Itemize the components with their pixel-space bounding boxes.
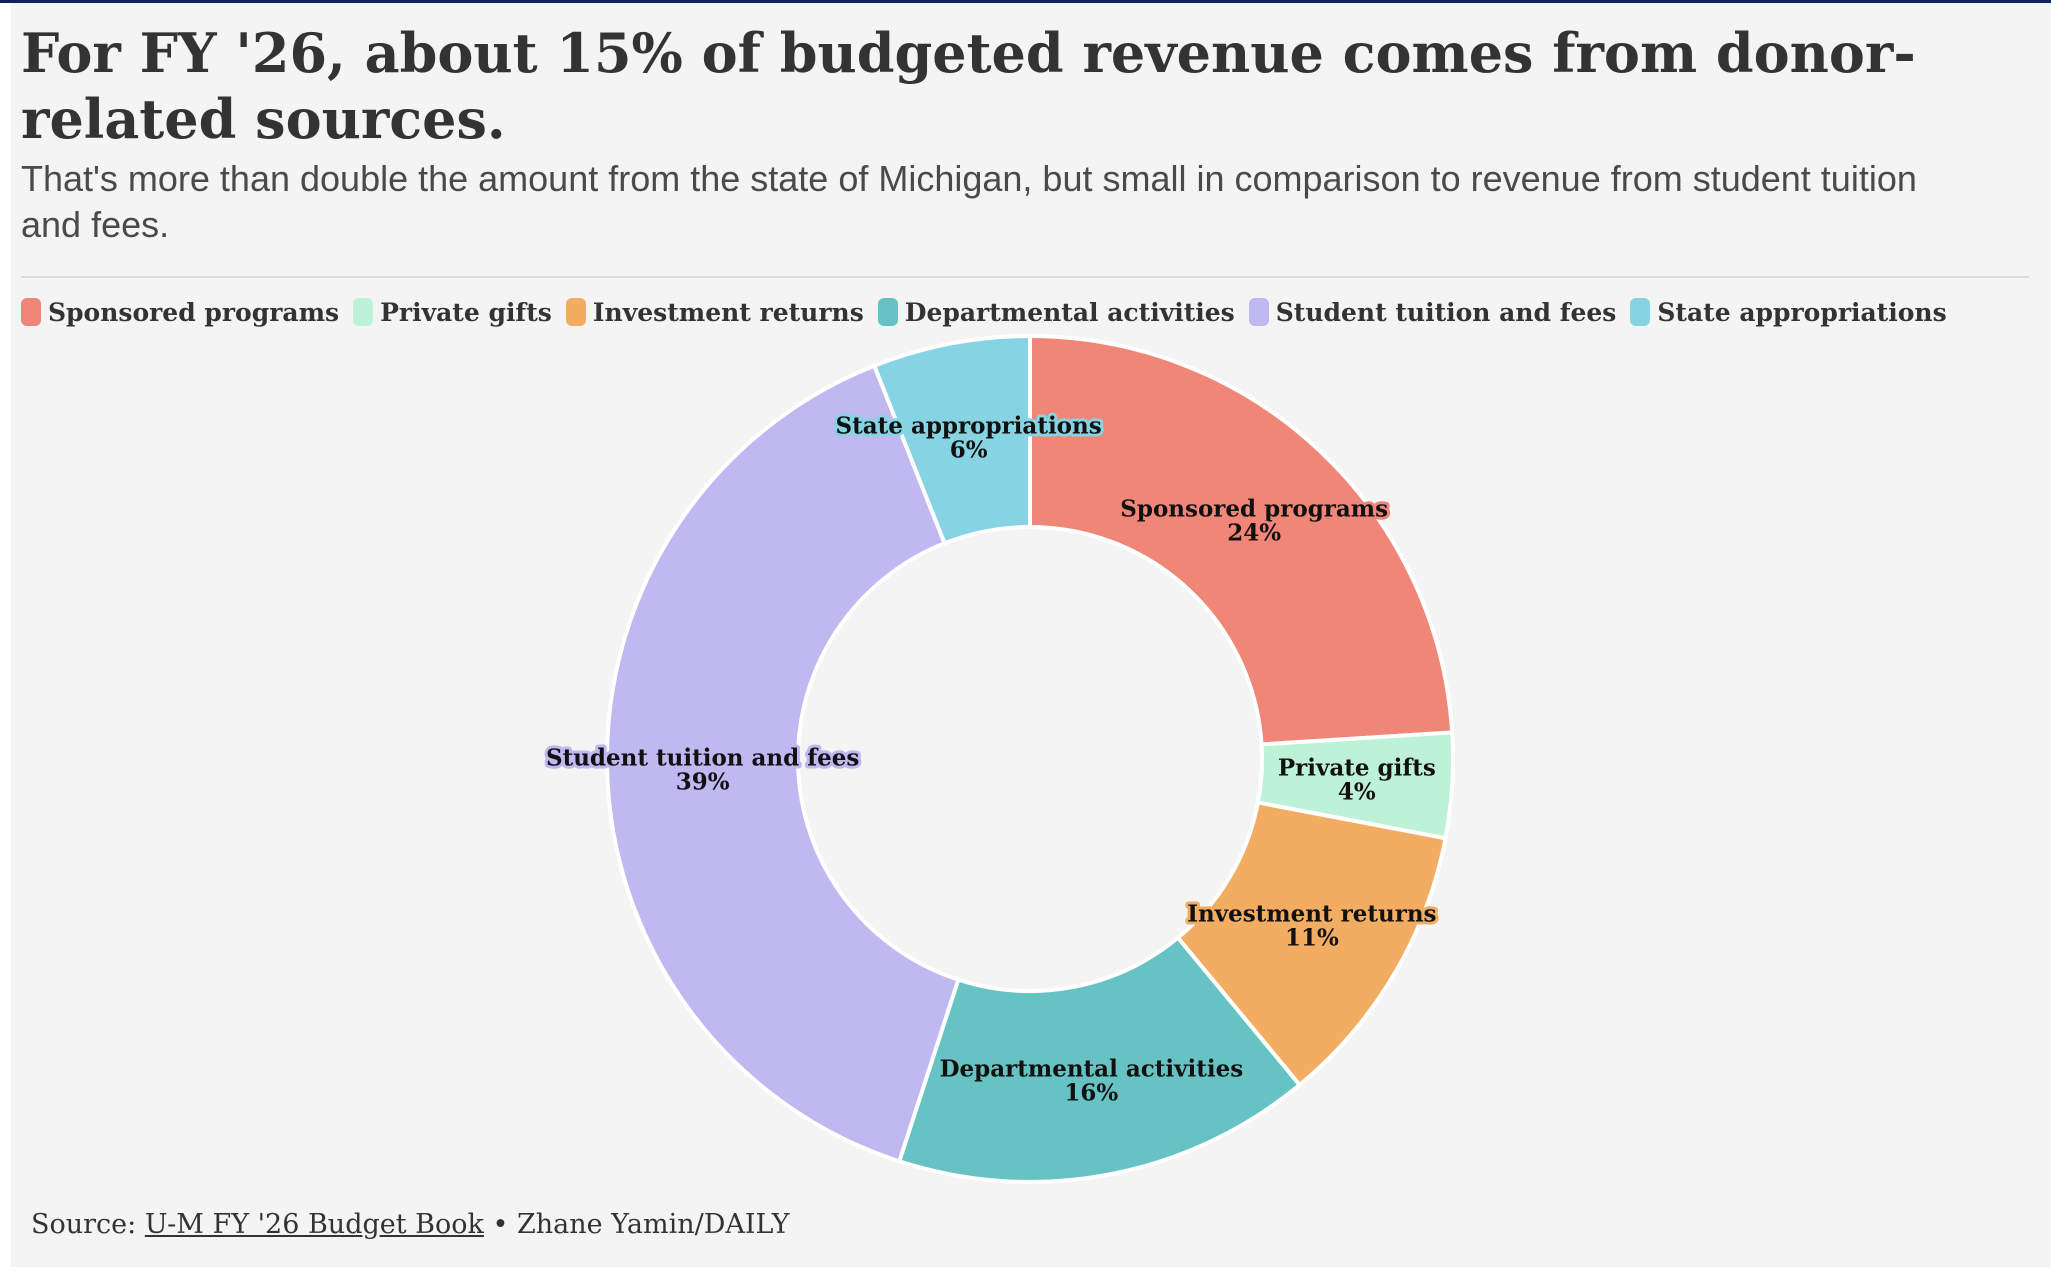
legend-item-investment-returns: Investment returns [565, 297, 864, 327]
slice-label-private-gifts: Private gifts [1278, 755, 1436, 782]
source-link[interactable]: U-M FY '26 Budget Book [144, 1209, 484, 1240]
legend-item-departmental-activities: Departmental activities [877, 297, 1235, 327]
slice-investment-returns[interactable] [1175, 800, 1448, 1087]
source-prefix: Source: [31, 1209, 145, 1240]
chart-subtitle: That's more than double the amount from … [21, 158, 1917, 245]
legend-swatch-investment-returns [565, 298, 586, 326]
slice-value-investment-returns: 11% [1285, 925, 1339, 952]
chart-title: For FY '26, about 15% of budgeted revenu… [21, 21, 1916, 151]
legend-item-student-tuition-and-fees: Student tuition and fees [1248, 297, 1617, 327]
legend-swatch-student-tuition-and-fees [1248, 298, 1269, 326]
slice-departmental-activities[interactable] [897, 935, 1302, 1184]
slice-label-investment-returns: Investment returns [1187, 901, 1436, 928]
source-credit: Source: U-M FY '26 Budget Book • Zhane Y… [31, 1209, 790, 1240]
legend-label-private-gifts: Private gifts [380, 297, 552, 327]
slice-label-state-appropriations: State appropriations [836, 412, 1102, 439]
slice-sponsored-programs[interactable] [1028, 334, 1455, 747]
legend-label-state-appropriations: State appropriations [1657, 297, 1947, 327]
slice-value-student-tuition-and-fees: 39% [676, 768, 730, 795]
legend-label-investment-returns: Investment returns [592, 297, 864, 327]
legend-item-state-appropriations: State appropriations [1630, 297, 1947, 327]
slice-label-departmental-activities: Departmental activities [940, 1056, 1244, 1083]
slice-label-student-tuition-and-fees: Student tuition and fees [546, 744, 859, 771]
slice-value-private-gifts: 4% [1338, 779, 1376, 806]
legend: Sponsored programs Private gifts Investmen… [21, 292, 1961, 332]
top-accent-line [0, 0, 2051, 3]
legend-item-private-gifts: Private gifts [353, 298, 552, 327]
slice-value-state-appropriations: 6% [950, 436, 988, 463]
legend-label-sponsored-programs: Sponsored programs [48, 297, 340, 327]
legend-label-student-tuition-and-fees: Student tuition and fees [1275, 297, 1617, 327]
slice-student-tuition-and-fees[interactable] [605, 363, 961, 1164]
legend-swatch-state-appropriations [1630, 298, 1651, 326]
slice-state-appropriations[interactable] [872, 334, 1032, 546]
legend-swatch-private-gifts [353, 298, 374, 326]
legend-swatch-sponsored-programs [21, 298, 41, 326]
legend-item-sponsored-programs: Sponsored programs [21, 298, 339, 327]
legend-label-departmental-activities: Departmental activities [904, 297, 1235, 327]
divider [21, 276, 2029, 278]
slices [605, 334, 1455, 1184]
slice-value-departmental-activities: 16% [1064, 1080, 1118, 1107]
source-byline: • Zhane Yamin/DAILY [483, 1209, 790, 1240]
slice-value-sponsored-programs: 24% [1227, 519, 1281, 546]
slice-label-sponsored-programs: Sponsored programs [1120, 495, 1388, 522]
legend-swatch-departmental-activities [877, 298, 898, 326]
